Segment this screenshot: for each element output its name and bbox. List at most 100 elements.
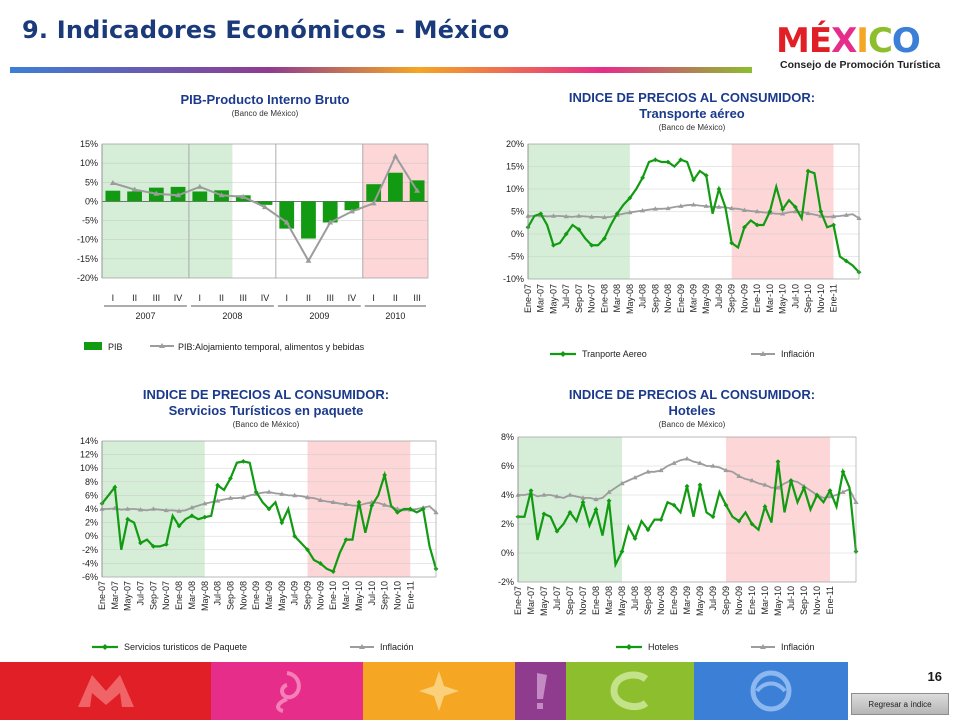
main-series-point <box>792 204 798 210</box>
quarter-label: II <box>393 293 398 303</box>
y-tick-label: 8% <box>85 477 98 487</box>
inflation-point <box>658 467 664 473</box>
year-label: 2010 <box>385 311 405 321</box>
x-tick-label: Jul-07 <box>136 581 146 606</box>
inflation-point <box>554 493 560 499</box>
alojamiento-point <box>414 187 421 193</box>
quarter-label: III <box>153 293 161 303</box>
shade-band <box>726 437 830 582</box>
inflation-point <box>619 480 625 486</box>
footer-block-orange <box>363 662 515 720</box>
main-series-point <box>551 242 556 248</box>
inflation-point <box>589 214 595 219</box>
main-series-point <box>356 499 362 505</box>
inflation-point <box>710 463 716 468</box>
main-series-point <box>112 484 118 490</box>
legend-inflation-marker <box>760 644 766 649</box>
star-icon <box>419 671 459 711</box>
inflation-point <box>125 506 131 511</box>
x-tick-label: Ene-11 <box>405 581 415 609</box>
inflation-point <box>792 208 798 214</box>
y-tick-label: 0% <box>85 531 98 541</box>
y-tick-label: 5% <box>511 207 524 217</box>
quarter-label: I <box>372 293 375 303</box>
inflation-point <box>775 485 781 490</box>
main-series-point <box>420 506 426 512</box>
main-series-point <box>691 177 696 183</box>
inflation-point <box>317 497 323 502</box>
x-tick-label: Mar-09 <box>264 581 274 610</box>
y-tick-label: 0% <box>85 196 98 206</box>
x-tick-label: Nov-10 <box>812 586 822 615</box>
main-series-point <box>538 211 544 217</box>
chart-subtitle-line: Hoteles <box>669 403 716 418</box>
main-series-point <box>684 483 690 489</box>
x-tick-label: Sep-09 <box>727 284 737 313</box>
pib-bar <box>192 191 208 202</box>
inflation-point <box>762 482 768 487</box>
footer-block-blue <box>694 662 848 720</box>
quarter-label: II <box>306 293 311 303</box>
x-tick-label: Jul-08 <box>638 284 648 309</box>
main-series-point <box>589 242 595 248</box>
alojamiento-point <box>196 183 203 189</box>
x-tick-label: Jul-08 <box>630 586 640 611</box>
inflation-point <box>840 489 846 494</box>
footer-block-pink <box>211 662 363 720</box>
pyramid-icon <box>77 675 134 707</box>
y-tick-label: -4% <box>82 558 98 568</box>
chart-source: (Banco de México) <box>659 420 726 429</box>
inflation-point <box>690 202 697 207</box>
main-series-point <box>678 157 684 163</box>
x-tick-label: Sep-07 <box>148 581 158 610</box>
inflation-point <box>601 214 607 220</box>
plot-frame <box>101 440 437 578</box>
x-tick-label: Ene-08 <box>591 586 601 615</box>
inflation-point <box>541 492 547 497</box>
main-series-point <box>292 533 298 539</box>
x-tick-label: Ene-08 <box>599 284 609 313</box>
x-tick-label: Nov-09 <box>739 284 749 313</box>
pib-bar <box>127 191 142 202</box>
back-to-index-button[interactable]: Regresar a índice <box>851 693 949 715</box>
x-tick-label: Mar-10 <box>765 284 775 313</box>
x-tick-label: Ene-08 <box>174 581 184 610</box>
inflation-point <box>563 213 569 219</box>
x-tick-label: Ene-09 <box>676 284 686 313</box>
main-series-point <box>742 224 747 230</box>
inflation-point <box>729 205 735 211</box>
page-number: 16 <box>927 669 942 684</box>
inflation-point <box>240 494 246 500</box>
x-tick-label: Sep-08 <box>650 284 660 313</box>
x-tick-label: Mar-09 <box>689 284 699 313</box>
y-tick-label: 20% <box>506 139 524 149</box>
main-series-point <box>343 537 349 542</box>
page-title: 9. Indicadores Económicos - México <box>22 16 510 44</box>
main-series-point <box>240 459 246 464</box>
main-series-point <box>640 175 645 181</box>
inflation-point <box>580 495 586 500</box>
inflation-point <box>279 491 285 496</box>
x-tick-label: Sep-08 <box>643 586 653 615</box>
legend-main-label: Tranporte Aereo <box>582 349 647 359</box>
x-tick-label: Mar-07 <box>526 586 536 615</box>
main-series-point <box>697 482 703 488</box>
y-tick-label: -10% <box>503 274 524 284</box>
inflation-point <box>343 501 349 507</box>
x-tick-label: Jul-07 <box>552 586 562 611</box>
main-series-point <box>541 511 547 517</box>
main-series-point <box>150 544 156 549</box>
legend-pib-label: PIB <box>108 342 123 352</box>
y-tick-label: -5% <box>508 252 524 262</box>
x-tick-label: Nov-09 <box>734 586 744 615</box>
legend-inflation-marker <box>760 351 766 356</box>
legend-alojamiento-marker <box>159 343 165 348</box>
y-tick-label: 14% <box>80 436 98 446</box>
x-tick-label: May-08 <box>200 581 210 611</box>
y-tick-label: 2% <box>501 519 514 529</box>
x-tick-label: Mar-10 <box>341 581 351 610</box>
main-series-point <box>827 488 833 494</box>
x-tick-label: Jul-09 <box>714 284 724 309</box>
main-series-point <box>567 510 573 515</box>
main-series-point <box>814 492 820 498</box>
